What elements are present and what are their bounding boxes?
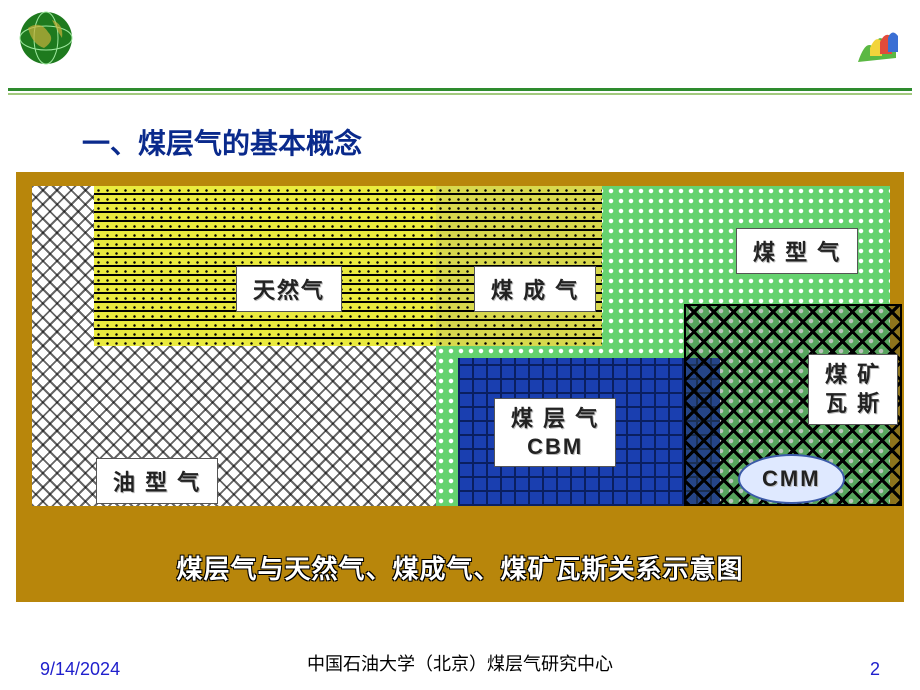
footer-page-number: 2 (870, 659, 880, 680)
divider-main (8, 88, 912, 91)
label-oil-type-gas: 油 型 气 (96, 458, 218, 504)
venn-diagram: 油 型 气 天然气 煤 成 气 煤 型 气 煤 层 气 CBM 煤 矿 瓦 斯 … (16, 172, 904, 602)
label-cbm: 煤 层 气 CBM (494, 398, 616, 467)
label-coal-formed-gas: 煤 成 气 (474, 266, 596, 312)
footer-org: 中国石油大学（北京）煤层气研究中心 (0, 650, 920, 676)
label-cbm-line2: CBM (527, 434, 583, 459)
label-mine-gas-line1: 煤 矿 (825, 362, 881, 387)
label-natural-gas: 天然气 (236, 266, 342, 312)
slide-title: 一、煤层气的基本概念 (82, 122, 362, 162)
divider-sub (8, 93, 912, 95)
globe-icon (18, 10, 74, 66)
label-cbm-line1: 煤 层 气 (511, 406, 599, 431)
label-cmm: CMM (738, 454, 845, 504)
diagram-caption: 煤层气与天然气、煤成气、煤矿瓦斯关系示意图 (16, 549, 904, 586)
slide-footer: 9/14/2024 中国石油大学（北京）煤层气研究中心 2 (0, 650, 920, 680)
label-coal-mine-gas: 煤 矿 瓦 斯 (808, 354, 898, 425)
label-mine-gas-line2: 瓦 斯 (825, 391, 881, 416)
logo-flag-icon (852, 18, 902, 68)
label-coal-type-gas: 煤 型 气 (736, 228, 858, 274)
slide-header (0, 0, 920, 92)
